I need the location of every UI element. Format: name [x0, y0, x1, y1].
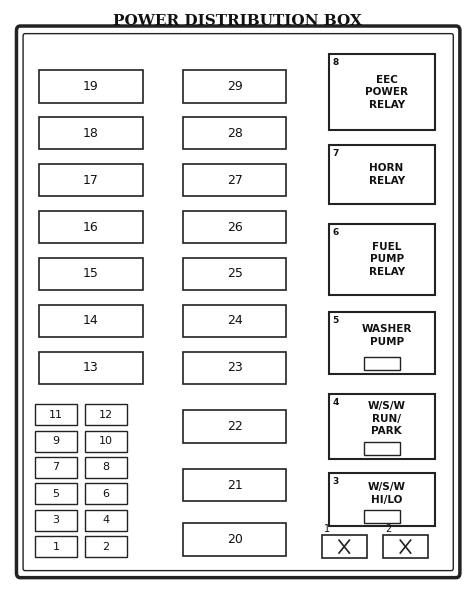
- Text: WASHER
PUMP: WASHER PUMP: [362, 325, 412, 347]
- Text: 18: 18: [83, 127, 99, 140]
- Bar: [329, 145, 435, 204]
- Bar: [39, 258, 143, 290]
- Bar: [36, 404, 77, 425]
- Bar: [183, 524, 286, 555]
- Text: 17: 17: [83, 174, 99, 187]
- Text: 2: 2: [385, 524, 391, 534]
- Text: 4: 4: [333, 398, 339, 406]
- Text: 20: 20: [227, 533, 243, 546]
- Text: 19: 19: [83, 80, 99, 93]
- Text: 29: 29: [227, 80, 243, 93]
- Text: FUEL
PUMP
RELAY: FUEL PUMP RELAY: [369, 242, 405, 277]
- Text: HORN
RELAY: HORN RELAY: [369, 163, 405, 186]
- FancyBboxPatch shape: [17, 26, 460, 578]
- Text: 3: 3: [333, 477, 339, 486]
- Bar: [329, 54, 435, 130]
- Bar: [364, 442, 400, 455]
- Text: 14: 14: [83, 315, 99, 327]
- Text: EEC
POWER
RELAY: EEC POWER RELAY: [365, 75, 408, 110]
- Bar: [329, 474, 435, 526]
- Bar: [183, 305, 286, 337]
- Bar: [36, 483, 77, 504]
- Bar: [39, 117, 143, 150]
- Bar: [85, 431, 127, 452]
- Text: 27: 27: [227, 174, 243, 187]
- Bar: [329, 224, 435, 294]
- Text: W/S/W
HI/LO: W/S/W HI/LO: [368, 482, 406, 505]
- Text: 13: 13: [83, 361, 99, 374]
- Bar: [183, 164, 286, 196]
- Bar: [364, 509, 400, 522]
- Text: 22: 22: [227, 420, 243, 433]
- Text: 6: 6: [102, 489, 109, 499]
- Bar: [183, 70, 286, 102]
- Bar: [329, 394, 435, 459]
- Bar: [183, 258, 286, 290]
- Text: 3: 3: [53, 515, 60, 525]
- Bar: [322, 535, 366, 558]
- Bar: [36, 431, 77, 452]
- Text: 7: 7: [333, 148, 339, 157]
- Text: 24: 24: [227, 315, 243, 327]
- Text: 26: 26: [227, 221, 243, 234]
- Bar: [39, 305, 143, 337]
- Bar: [39, 352, 143, 384]
- Bar: [39, 211, 143, 243]
- Text: 11: 11: [49, 410, 63, 420]
- Text: 1: 1: [324, 524, 330, 534]
- Bar: [364, 357, 400, 370]
- Bar: [329, 312, 435, 373]
- Text: 15: 15: [83, 267, 99, 280]
- Bar: [36, 509, 77, 531]
- Text: 28: 28: [227, 127, 243, 140]
- Text: 10: 10: [99, 436, 113, 446]
- Bar: [183, 469, 286, 501]
- Text: 9: 9: [53, 436, 60, 446]
- Bar: [39, 164, 143, 196]
- Text: 16: 16: [83, 221, 99, 234]
- FancyBboxPatch shape: [23, 34, 453, 571]
- Bar: [36, 536, 77, 557]
- Text: 5: 5: [53, 489, 60, 499]
- Text: 8: 8: [102, 462, 109, 472]
- Text: 2: 2: [102, 541, 109, 551]
- Bar: [183, 352, 286, 384]
- Bar: [383, 535, 428, 558]
- Text: POWER DISTRIBUTION BOX: POWER DISTRIBUTION BOX: [112, 14, 362, 28]
- Text: 6: 6: [333, 228, 339, 237]
- Bar: [85, 404, 127, 425]
- Bar: [183, 411, 286, 442]
- Text: 23: 23: [227, 361, 243, 374]
- Text: 4: 4: [102, 515, 109, 525]
- Bar: [85, 509, 127, 531]
- Text: 5: 5: [333, 316, 339, 325]
- Bar: [85, 483, 127, 504]
- Text: 7: 7: [53, 462, 60, 472]
- Text: 21: 21: [227, 478, 243, 492]
- Text: W/S/W
RUN/
PARK: W/S/W RUN/ PARK: [368, 401, 406, 436]
- Text: 25: 25: [227, 267, 243, 280]
- Bar: [39, 70, 143, 102]
- Bar: [183, 211, 286, 243]
- Bar: [183, 117, 286, 150]
- Text: 12: 12: [99, 410, 113, 420]
- Text: 1: 1: [53, 541, 60, 551]
- Bar: [85, 536, 127, 557]
- Text: 8: 8: [333, 58, 339, 67]
- Bar: [36, 457, 77, 478]
- Bar: [85, 457, 127, 478]
